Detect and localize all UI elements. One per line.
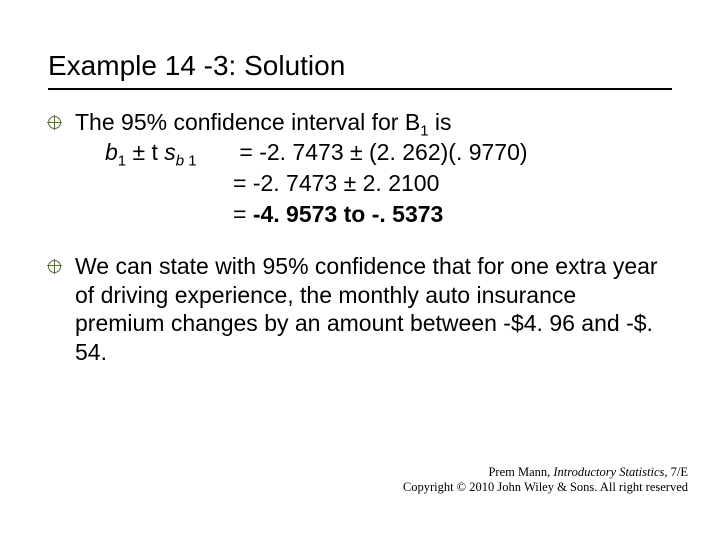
rhs2: -2. 7473 ± 2. 2100 — [253, 170, 440, 196]
rhs1: -2. 7473 ± (2. 262)(. 9770) — [259, 139, 527, 165]
bullet-1-intro: The 95% confidence interval for B1 is — [75, 108, 672, 137]
slide-footer: Prem Mann, Introductory Statistics, 7/E … — [403, 465, 688, 496]
footer-line-2: Copyright © 2010 John Wiley & Sons. All … — [403, 480, 688, 496]
s-sub-1: 1 — [184, 152, 196, 169]
footer-edition: , 7/E — [664, 465, 688, 479]
eq1: = — [233, 139, 259, 165]
eq2: = — [233, 170, 253, 196]
math-block: b1 ± t sb 1 = -2. 7473 ± (2. 262)(. 9770… — [75, 137, 672, 230]
footer-author: Prem Mann, — [488, 465, 553, 479]
eq3: = — [233, 201, 253, 227]
bullet-1-content: The 95% confidence interval for B1 is b1… — [75, 108, 672, 230]
math-line-2: = -2. 7473 ± 2. 2100 — [105, 168, 672, 199]
b-var: b — [105, 139, 118, 165]
rhs3: -4. 9573 to -. 5373 — [253, 201, 444, 227]
math-line-3: = -4. 9573 to -. 5373 — [105, 199, 672, 230]
slide-container: Example 14 -3: Solution The 95% confiden… — [0, 0, 720, 540]
math-line-1: b1 ± t sb 1 = -2. 7473 ± (2. 262)(. 9770… — [105, 137, 672, 168]
slide-title: Example 14 -3: Solution — [48, 50, 672, 82]
bullet-icon — [48, 260, 61, 273]
pm-t: ± t — [126, 139, 164, 165]
b-sub: 1 — [118, 152, 126, 169]
footer-book-title: Introductory Statistics — [553, 465, 664, 479]
s-sub-b: b — [176, 152, 184, 169]
intro-pre: The 95% confidence interval for B — [75, 109, 420, 135]
bullet-2-text: We can state with 95% confidence that fo… — [75, 252, 672, 367]
intro-post: is — [429, 109, 452, 135]
bullet-item-2: We can state with 95% confidence that fo… — [48, 252, 672, 367]
bullet-item-1: The 95% confidence interval for B1 is b1… — [48, 108, 672, 230]
s-var: s — [164, 139, 176, 165]
title-underline — [48, 88, 672, 90]
bullet-icon — [48, 116, 61, 129]
footer-line-1: Prem Mann, Introductory Statistics, 7/E — [403, 465, 688, 481]
